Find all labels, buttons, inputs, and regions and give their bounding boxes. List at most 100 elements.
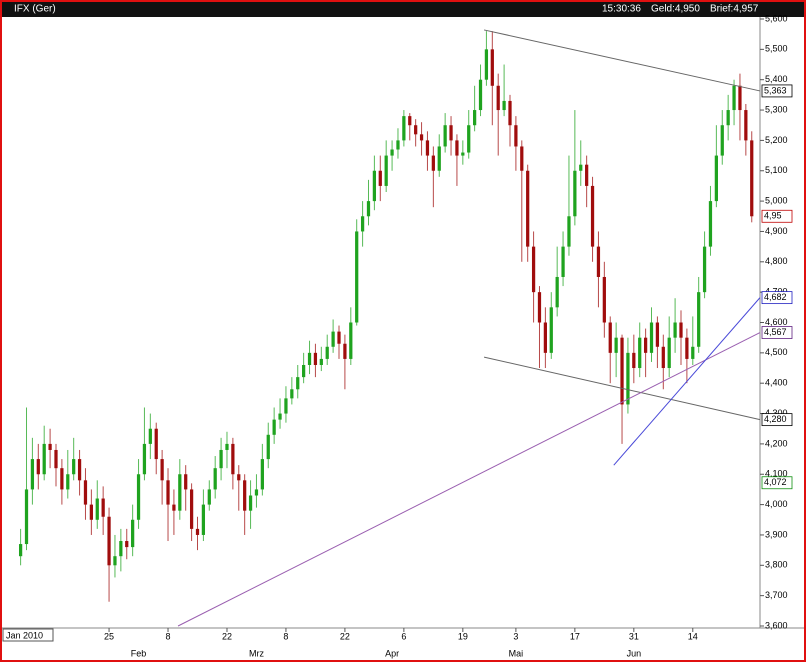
candle-body bbox=[738, 85, 742, 111]
y-tick-label: 4,300 bbox=[765, 408, 788, 418]
candle-body bbox=[231, 443, 235, 475]
candle-body bbox=[272, 419, 276, 435]
candle-body bbox=[172, 504, 176, 511]
candle-body bbox=[449, 125, 453, 141]
candle-body bbox=[284, 398, 288, 414]
y-tick-label: 5,300 bbox=[765, 104, 788, 114]
candle-body bbox=[243, 480, 247, 511]
candle-body bbox=[136, 474, 141, 520]
candle-body bbox=[189, 489, 194, 529]
x-tick-label: 6 bbox=[401, 631, 406, 641]
y-tick-label: 3,800 bbox=[765, 560, 788, 570]
candle-body bbox=[54, 449, 58, 469]
candle-body bbox=[66, 474, 70, 490]
x-tick-label: 3 bbox=[513, 631, 518, 641]
candle-body bbox=[337, 331, 341, 344]
candle-body bbox=[502, 100, 506, 111]
candle-body bbox=[195, 528, 200, 535]
month-label: Jun bbox=[627, 648, 642, 658]
month-label: Feb bbox=[131, 648, 147, 658]
candle-body bbox=[278, 413, 282, 420]
candle-body bbox=[473, 110, 477, 126]
candle-body bbox=[526, 170, 530, 247]
candle-body bbox=[414, 125, 418, 135]
quote-ask: Brief:4,957 bbox=[710, 4, 759, 15]
candle-body bbox=[72, 459, 76, 475]
candle-body bbox=[496, 85, 500, 111]
price-tag-label: 4,95 bbox=[764, 211, 782, 221]
candle-body bbox=[685, 337, 689, 359]
candle-body bbox=[726, 110, 730, 126]
y-tick-label: 5,500 bbox=[765, 44, 788, 54]
period-box bbox=[2, 628, 54, 642]
candle-body bbox=[585, 164, 589, 186]
x-tick-label: 19 bbox=[458, 631, 468, 641]
price-tag-label: 4,280 bbox=[764, 414, 787, 424]
candle-body bbox=[667, 337, 671, 369]
x-tick-label: 22 bbox=[222, 631, 232, 641]
candle-body bbox=[142, 443, 147, 475]
candle-body bbox=[307, 352, 312, 365]
y-tick-label: 5,200 bbox=[765, 135, 788, 145]
trend-line bbox=[613, 297, 761, 466]
candle-body bbox=[508, 100, 512, 126]
price-tag-box bbox=[761, 476, 793, 490]
candle-body bbox=[343, 343, 347, 359]
candle-body bbox=[555, 276, 559, 308]
x-tick-label: 25 bbox=[104, 631, 114, 641]
candle-body bbox=[290, 389, 294, 399]
candle-body bbox=[83, 480, 88, 505]
candle-body bbox=[484, 49, 489, 80]
candle-body bbox=[697, 292, 701, 347]
candle-body bbox=[679, 322, 683, 338]
candle-body bbox=[561, 246, 565, 277]
candle-body bbox=[431, 155, 435, 171]
candle-body bbox=[148, 428, 152, 444]
candle-body bbox=[77, 459, 82, 481]
candle-body bbox=[419, 134, 424, 141]
y-tick-label: 5,000 bbox=[765, 195, 788, 205]
candle-body bbox=[48, 443, 52, 450]
price-tag-box bbox=[761, 84, 793, 98]
candle-body bbox=[313, 352, 318, 365]
candle-body bbox=[89, 504, 93, 520]
x-tick-label: 8 bbox=[166, 631, 171, 641]
price-tag-label: 4,682 bbox=[764, 292, 787, 302]
candle-body bbox=[95, 498, 99, 520]
candle-body bbox=[372, 170, 377, 202]
candle-body bbox=[325, 346, 329, 359]
candle-body bbox=[643, 337, 648, 353]
candle-body bbox=[614, 337, 618, 353]
candle-body bbox=[366, 201, 371, 217]
y-tick-label: 4,600 bbox=[765, 317, 788, 327]
candle-body bbox=[626, 352, 630, 405]
chart-title: IFX (Ger) bbox=[14, 4, 56, 15]
y-tick-label: 4,500 bbox=[765, 347, 788, 357]
candle-body bbox=[201, 504, 206, 535]
candle-body bbox=[661, 346, 665, 369]
candle-body bbox=[302, 364, 306, 378]
trend-line bbox=[483, 356, 761, 421]
y-tick-label: 4,100 bbox=[765, 469, 788, 479]
candle-body bbox=[248, 495, 253, 511]
candle-body bbox=[207, 489, 211, 505]
trend-line bbox=[483, 29, 761, 92]
candle-body bbox=[349, 322, 353, 359]
y-tick-label: 4,000 bbox=[765, 499, 788, 509]
candle-body bbox=[24, 489, 29, 545]
candle-body bbox=[620, 337, 624, 405]
candle-body bbox=[42, 443, 46, 475]
candle-body bbox=[632, 352, 636, 369]
candle-body bbox=[708, 201, 713, 247]
y-tick-label: 4,400 bbox=[765, 378, 788, 388]
x-tick-label: 22 bbox=[340, 631, 350, 641]
y-tick-label: 5,400 bbox=[765, 74, 788, 84]
candle-body bbox=[319, 358, 323, 365]
x-tick-label: 31 bbox=[629, 631, 639, 641]
price-tag-label: 4,567 bbox=[764, 327, 787, 337]
candle-body bbox=[455, 140, 459, 156]
candle-body bbox=[596, 246, 601, 277]
y-tick-label: 4,800 bbox=[765, 256, 788, 266]
candle-body bbox=[396, 140, 400, 150]
